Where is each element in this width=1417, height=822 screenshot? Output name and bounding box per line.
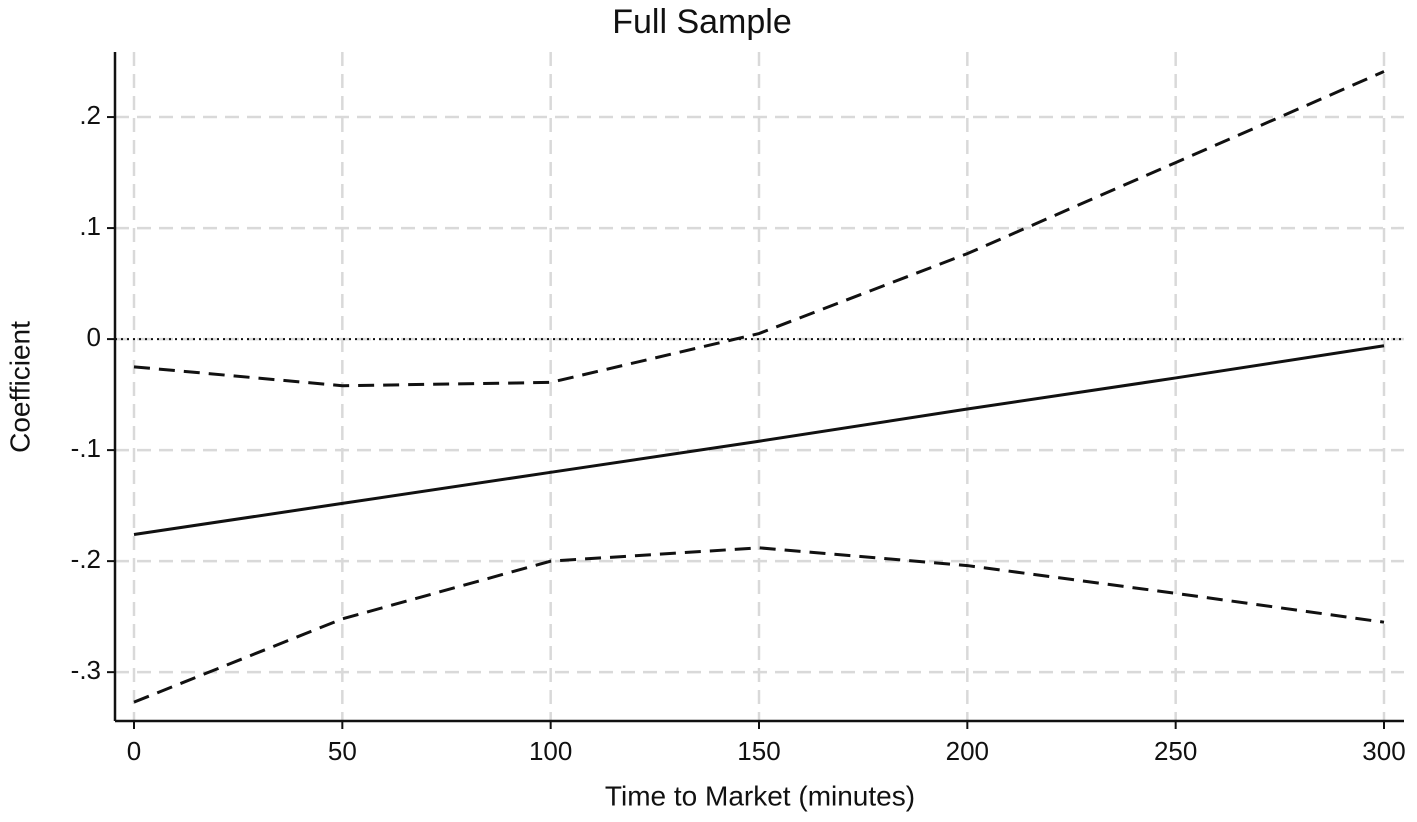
- x-tick-label: 50: [328, 736, 357, 766]
- y-tick-label: 0: [87, 322, 101, 352]
- y-tick-label: -.1: [71, 433, 101, 463]
- y-tick-label: -.3: [71, 655, 101, 685]
- y-tick-label: -.2: [71, 544, 101, 574]
- x-tick-label: 0: [127, 736, 141, 766]
- x-tick-label: 200: [946, 736, 989, 766]
- series-line: [133, 70, 1385, 388]
- x-tick-label: 250: [1154, 736, 1197, 766]
- x-tick-label: 150: [737, 736, 780, 766]
- x-axis-title: Time to Market (minutes): [605, 780, 915, 811]
- x-tick-label: 100: [529, 736, 572, 766]
- series-line: [133, 344, 1385, 536]
- chart-title: Full Sample: [612, 3, 792, 41]
- y-tick-label: .1: [79, 211, 101, 241]
- y-axis-title: Coefficient: [4, 321, 35, 453]
- x-tick-label: 300: [1362, 736, 1405, 766]
- y-tick-label: .2: [79, 100, 101, 130]
